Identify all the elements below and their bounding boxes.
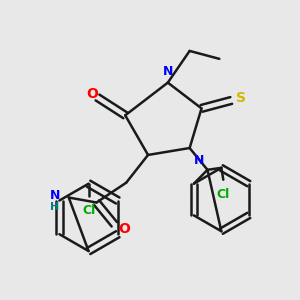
Text: S: S [236, 92, 246, 106]
Text: Cl: Cl [217, 188, 230, 201]
Text: N: N [50, 189, 60, 202]
Text: N: N [194, 154, 204, 167]
Text: O: O [118, 222, 130, 236]
Text: Cl: Cl [82, 203, 95, 217]
Text: O: O [87, 86, 98, 100]
Text: H: H [50, 202, 59, 212]
Text: N: N [163, 65, 173, 78]
